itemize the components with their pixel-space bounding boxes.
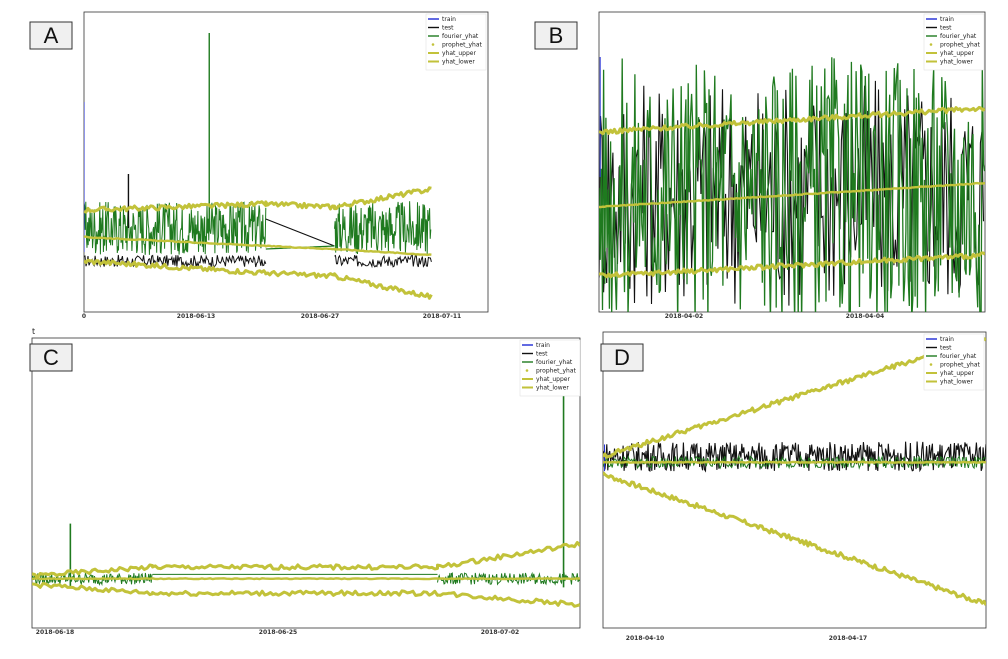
fourier-series	[599, 57, 985, 312]
legend-label: train	[442, 16, 456, 23]
prophet-yhat-line	[599, 181, 985, 209]
legend-label: train	[940, 16, 954, 23]
x-tick-label: 2018-06-27	[301, 313, 339, 320]
panel-label-a: A	[29, 21, 73, 50]
panel-c: 2018-06-18 2018-06-25 2018-07-02 train testf…	[29, 337, 581, 636]
legend-label: yhat_lower	[940, 59, 973, 66]
panel-label-box	[534, 21, 578, 50]
yhat-upper-line	[84, 186, 432, 214]
plot-area	[84, 33, 433, 300]
yhat-lower-line	[32, 582, 580, 608]
legend-label: yhat_upper	[536, 376, 570, 383]
legend-label: yhat_upper	[940, 370, 974, 377]
x-tick-label: 2018-04-17	[829, 635, 867, 642]
panel-d: 2018-04-10 2018-04-17 train testfourier_yha…	[600, 331, 987, 642]
x-tick-label: 0	[82, 313, 86, 320]
panel-b: 2018-04-02 2018-04-04 train testfourier_yha…	[534, 11, 986, 320]
test-series-seg-1	[334, 254, 432, 269]
x-tick-label: 2018-04-04	[846, 313, 884, 320]
legend-label: yhat_lower	[442, 59, 475, 66]
panel-label-text: C	[43, 345, 59, 370]
fourier-series-seg-1	[437, 571, 580, 586]
x-tick-label: 2018-07-02	[481, 629, 519, 636]
panel-label-box	[29, 343, 73, 372]
legend-label: yhat_lower	[536, 385, 569, 392]
plot-frame	[602, 331, 987, 629]
plot-area	[599, 57, 985, 312]
panel-label-box	[600, 343, 644, 372]
legend-marker	[929, 363, 933, 366]
panel-label-d: D	[600, 343, 644, 372]
legend-marker	[525, 369, 529, 372]
legend-label: prophet_yhat	[536, 368, 577, 375]
legend-label: fourier_yhat	[442, 33, 479, 40]
legend-label: train	[940, 336, 954, 343]
panel-a: 0 2018-06-13 2018-06-27 2018-07-11 train test…	[29, 11, 489, 320]
x-tick-label: 2018-06-13	[177, 313, 215, 320]
legend-marker	[431, 43, 435, 46]
fourier-series-seg-0	[84, 201, 267, 255]
legend-label: prophet_yhat	[940, 362, 981, 369]
yhat-upper-line	[32, 541, 580, 579]
legend-label: prophet_yhat	[442, 42, 483, 49]
legend-label: yhat_upper	[442, 50, 476, 57]
legend-label: fourier_yhat	[536, 359, 573, 366]
plot-area	[603, 337, 986, 606]
yhat-upper-line	[603, 337, 986, 459]
stray-mark: t	[32, 327, 36, 336]
test-series-seg-0	[84, 254, 267, 269]
fourier-series	[603, 454, 986, 470]
legend-marker	[929, 43, 933, 46]
legend-label: test	[442, 25, 454, 32]
x-tick-label: 2018-07-11	[423, 313, 461, 320]
yhat-upper-line	[599, 105, 985, 136]
panel-label-box	[29, 21, 73, 50]
yhat-lower-line	[599, 251, 985, 279]
panel-label-text: A	[44, 23, 59, 48]
prophet-yhat-line	[32, 577, 580, 581]
test-series	[603, 441, 986, 473]
panel-label-b: B	[534, 21, 578, 50]
yhat-lower-line	[603, 471, 986, 606]
legend-label: test	[940, 25, 952, 32]
legend-label: train	[536, 342, 550, 349]
panel-label-c: C	[29, 343, 73, 372]
plot-area	[32, 349, 580, 608]
prophet-yhat-line	[84, 235, 432, 257]
legend-label: prophet_yhat	[940, 42, 981, 49]
prophet-yhat-line	[603, 460, 986, 464]
legend-label: fourier_yhat	[940, 353, 977, 360]
legend-label: test	[536, 351, 548, 358]
x-tick-label: 2018-04-10	[626, 635, 664, 642]
x-tick-label: 2018-06-25	[259, 629, 297, 636]
panel-label-text: D	[614, 345, 630, 370]
fourier-series-seg-1	[334, 201, 432, 255]
legend-label: yhat_lower	[940, 379, 973, 386]
legend-label: fourier_yhat	[940, 33, 977, 40]
legend-label: test	[940, 345, 952, 352]
x-tick-label: 2018-06-18	[36, 629, 74, 636]
yhat-lower-line	[84, 258, 433, 300]
test-gap-line	[265, 218, 335, 247]
x-tick-label: 2018-04-02	[665, 313, 703, 320]
legend-label: yhat_upper	[940, 50, 974, 57]
panel-label-text: B	[549, 23, 564, 48]
